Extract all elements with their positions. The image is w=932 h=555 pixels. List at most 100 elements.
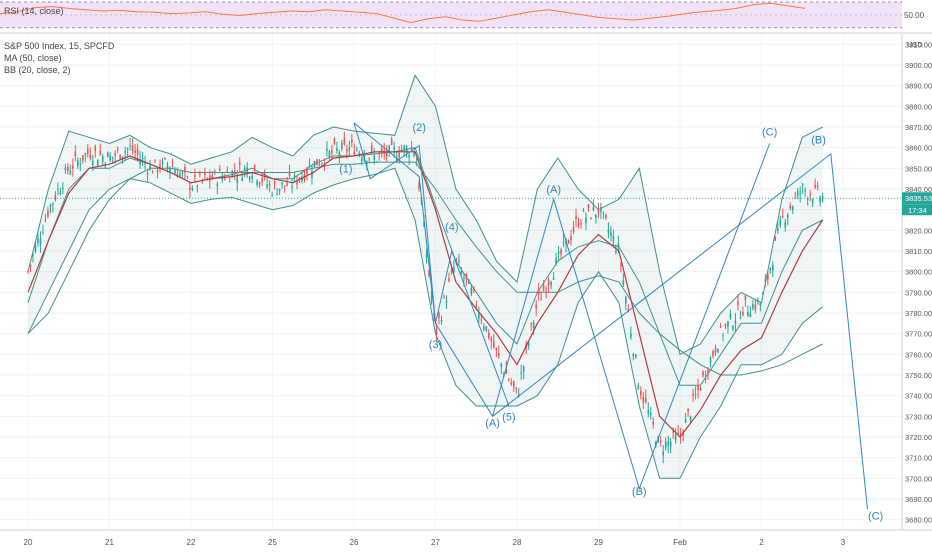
candle-body (246, 167, 249, 173)
price-legend-title[interactable]: S&P 500 Index, 15, SPCFD (4, 41, 114, 52)
candle-body (682, 432, 684, 436)
candle-body (704, 378, 707, 380)
candle-body (552, 277, 555, 280)
candle-body (400, 150, 403, 152)
candle-body (560, 249, 562, 254)
candle-body (74, 151, 77, 156)
wave-label[interactable]: (C) (868, 511, 883, 523)
candle-body (77, 160, 79, 166)
candle-body (156, 170, 159, 173)
candle-body (139, 159, 141, 165)
rsi-panel: 50.00 (0, 1, 925, 29)
candle-body (144, 163, 146, 165)
candle-body (228, 181, 231, 183)
candle-body (762, 293, 764, 295)
candle-body (684, 418, 687, 423)
candle-body (373, 155, 376, 161)
candle-body (54, 194, 57, 200)
candle-body (343, 138, 346, 145)
candle-body (134, 150, 136, 154)
candle-body (69, 170, 72, 175)
candle-body (166, 165, 169, 169)
wave-path[interactable] (492, 152, 868, 510)
candle-body (804, 190, 806, 192)
candle-body (351, 139, 353, 143)
candle-body (555, 258, 557, 264)
candle-body (126, 148, 129, 150)
candle-body (592, 206, 595, 211)
candle-body (652, 421, 655, 425)
candle-body (418, 182, 420, 189)
candle-body (776, 228, 779, 231)
rsi-axis: 50.00 (904, 11, 925, 20)
candle-body (445, 300, 448, 304)
candle-body (403, 146, 405, 151)
wave-label[interactable]: (A) (546, 184, 561, 196)
candle-body (480, 319, 483, 321)
wave-label[interactable]: (B) (811, 135, 826, 147)
candle-body (114, 152, 116, 156)
price-unit-label: USD (907, 40, 923, 49)
wave-label[interactable]: (2) (412, 122, 425, 134)
candle-body (67, 166, 69, 172)
candle-body (219, 169, 221, 171)
wave-label[interactable]: (3) (429, 339, 442, 351)
candle-body (316, 159, 318, 166)
price-tick-label: 3680.00 (905, 516, 932, 525)
candle-body (106, 152, 109, 158)
candle-body (184, 166, 186, 173)
candle-body (639, 390, 642, 396)
candle-body (602, 211, 605, 213)
price-tick-label: 3860.00 (905, 144, 932, 153)
candle-body (493, 341, 495, 348)
candle-body (647, 410, 650, 414)
candle-body (179, 173, 181, 176)
candle-body (44, 219, 47, 221)
candle-body (288, 172, 291, 177)
candle-body (781, 215, 784, 217)
candle-body (669, 441, 672, 447)
rsi-legend[interactable]: RSI (14, close) (4, 6, 64, 17)
countdown-badge (902, 204, 932, 216)
wave-label[interactable]: (4) (445, 221, 458, 233)
candle-body (497, 353, 500, 356)
candle-body (515, 387, 518, 389)
candle-body (468, 279, 470, 284)
candle-body (547, 279, 550, 286)
candle-body (458, 260, 460, 262)
candle-body (644, 397, 647, 402)
candle-body (722, 335, 724, 337)
candle-body (82, 155, 84, 161)
candle-body (338, 152, 341, 156)
candle-body (306, 168, 308, 175)
candle-body (724, 324, 727, 327)
candle-body (520, 372, 523, 374)
candle-body (159, 164, 161, 170)
wave-label[interactable]: (B) (632, 486, 647, 498)
time-axis[interactable]: 20 21 22 25 26 27 28 29 Feb 2 3 (0, 529, 932, 547)
time-tick-label: 26 (350, 538, 359, 547)
candle-body (94, 146, 97, 152)
price-axis[interactable]: 3680.00 3690.00 3700.00 3710.00 3720.00 3730.… (901, 34, 932, 530)
candle-body (291, 186, 293, 188)
price-grid (0, 34, 902, 530)
candle-body (226, 170, 229, 173)
ma-legend[interactable]: MA (50, close) (4, 53, 62, 64)
candle-body (368, 158, 371, 160)
wave-label[interactable]: (C) (762, 126, 777, 138)
elliott-wave-drawings (353, 122, 868, 510)
time-tick-label: 22 (187, 538, 196, 547)
bb-legend[interactable]: BB (20, close, 2) (4, 65, 71, 76)
candle-body (448, 278, 450, 282)
wave-label[interactable]: (A) (485, 418, 500, 430)
wave-path[interactable] (353, 122, 510, 407)
candle-body (612, 236, 615, 241)
wave-label[interactable]: (5) (502, 411, 515, 423)
candle-body (283, 185, 286, 187)
candle-body (248, 176, 251, 181)
wave-label[interactable]: (1) (339, 163, 352, 175)
price-tick-label: 3810.00 (905, 247, 932, 256)
candle-body (732, 326, 734, 330)
candle-body (268, 184, 271, 186)
candle-body (450, 271, 453, 273)
